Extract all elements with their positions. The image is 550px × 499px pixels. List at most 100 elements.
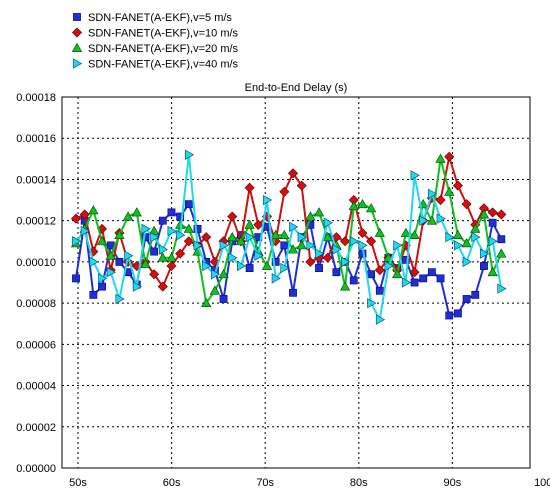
data-point bbox=[105, 250, 116, 260]
y-tick-label: 0.00000 bbox=[16, 463, 56, 475]
data-point bbox=[175, 248, 186, 259]
data-point bbox=[436, 213, 446, 224]
data-point bbox=[289, 221, 299, 232]
data-point bbox=[332, 244, 342, 255]
data-point bbox=[183, 236, 194, 247]
data-point bbox=[393, 240, 403, 251]
data-point bbox=[219, 240, 229, 251]
data-point bbox=[470, 223, 481, 233]
data-point bbox=[366, 236, 377, 247]
data-point bbox=[444, 151, 455, 162]
data-point bbox=[497, 235, 506, 244]
data-point bbox=[367, 297, 377, 309]
data-point bbox=[452, 180, 463, 191]
data-point bbox=[261, 260, 273, 270]
data-point bbox=[349, 276, 358, 285]
y-tick-label: 0.00004 bbox=[16, 381, 56, 393]
data-point bbox=[158, 244, 169, 255]
data-point bbox=[435, 153, 446, 163]
data-point bbox=[157, 252, 168, 262]
legend: SDN-FANET(A-EKF),v=5 m/s SDN-FANET(A-EKF)… bbox=[71, 12, 239, 71]
x-tick-label: 50s bbox=[69, 477, 87, 489]
data-point bbox=[150, 247, 159, 256]
data-point bbox=[427, 268, 436, 277]
data-point bbox=[80, 225, 90, 237]
data-point bbox=[454, 309, 462, 318]
data-point bbox=[183, 223, 194, 233]
data-point bbox=[435, 195, 446, 206]
data-point bbox=[445, 311, 454, 320]
y-tick-label: 0.00010 bbox=[16, 257, 56, 269]
data-point bbox=[115, 257, 124, 266]
data-point bbox=[445, 232, 455, 243]
data-point bbox=[287, 168, 299, 179]
data-point bbox=[480, 262, 488, 270]
legend-label: SDN-FANET(A-EKF),v=40 m/s bbox=[88, 59, 239, 71]
legend-item: SDN-FANET(A-EKF),v=5 m/s bbox=[73, 12, 232, 24]
data-point bbox=[202, 260, 212, 272]
data-point bbox=[375, 314, 386, 325]
data-point bbox=[115, 293, 125, 305]
data-point bbox=[349, 236, 359, 247]
data-point bbox=[96, 236, 108, 246]
data-point bbox=[79, 209, 90, 220]
legend-item: SDN-FANET(A-EKF),v=40 m/s bbox=[73, 58, 239, 71]
data-point bbox=[400, 227, 411, 237]
data-point bbox=[409, 229, 420, 239]
data-point bbox=[487, 207, 498, 218]
data-point bbox=[271, 273, 281, 284]
data-point bbox=[375, 286, 384, 295]
grid bbox=[62, 97, 530, 468]
data-point bbox=[313, 207, 325, 217]
data-point bbox=[227, 211, 238, 222]
data-point bbox=[462, 256, 472, 268]
data-point bbox=[210, 269, 221, 280]
data-point bbox=[488, 236, 498, 247]
y-tick-label: 0.00014 bbox=[16, 174, 56, 186]
data-point bbox=[166, 252, 177, 262]
data-point bbox=[367, 270, 376, 279]
data-point bbox=[280, 241, 289, 250]
legend-marker bbox=[73, 58, 83, 69]
x-tick-label: 60s bbox=[163, 477, 181, 489]
data-point bbox=[201, 297, 212, 308]
x-tick-labels: 50s 60s 70s 80s 90s 100s bbox=[69, 477, 550, 489]
data-point bbox=[332, 268, 341, 277]
data-point bbox=[253, 219, 264, 230]
data-point bbox=[209, 285, 220, 295]
chart-title: End-to-End Delay (s) bbox=[245, 82, 348, 94]
data-point bbox=[287, 244, 299, 254]
legend-label: SDN-FANET(A-EKF),v=20 m/s bbox=[88, 43, 239, 55]
data-point bbox=[72, 236, 82, 247]
data-point bbox=[341, 256, 351, 268]
data-point bbox=[305, 211, 316, 221]
y-tick-label: 0.00012 bbox=[16, 216, 56, 228]
data-point bbox=[193, 225, 202, 233]
data-point bbox=[70, 213, 82, 224]
data-point bbox=[263, 194, 273, 206]
data-point bbox=[88, 205, 99, 215]
data-point bbox=[471, 232, 481, 243]
legend-item: SDN-FANET(A-EKF),v=20 m/s bbox=[71, 42, 239, 55]
data-point bbox=[131, 207, 142, 217]
legend-marker bbox=[71, 27, 83, 38]
data-point bbox=[114, 229, 125, 239]
data-point bbox=[209, 256, 220, 267]
data-point bbox=[123, 256, 134, 267]
legend-label: SDN-FANET(A-EKF),v=5 m/s bbox=[88, 12, 232, 24]
data-point bbox=[322, 252, 333, 263]
data-point bbox=[487, 266, 498, 277]
data-point bbox=[339, 281, 351, 291]
data-point bbox=[279, 229, 290, 239]
data-point bbox=[98, 273, 108, 284]
data-point bbox=[280, 262, 290, 274]
data-point bbox=[270, 229, 281, 239]
legend-marker bbox=[73, 13, 81, 21]
data-point bbox=[496, 209, 507, 220]
data-point bbox=[461, 199, 472, 210]
data-point bbox=[218, 269, 229, 279]
data-point bbox=[323, 217, 333, 228]
data-point bbox=[193, 240, 203, 251]
data-point bbox=[410, 278, 419, 287]
legend-item: SDN-FANET(A-EKF),v=10 m/s bbox=[71, 27, 239, 40]
